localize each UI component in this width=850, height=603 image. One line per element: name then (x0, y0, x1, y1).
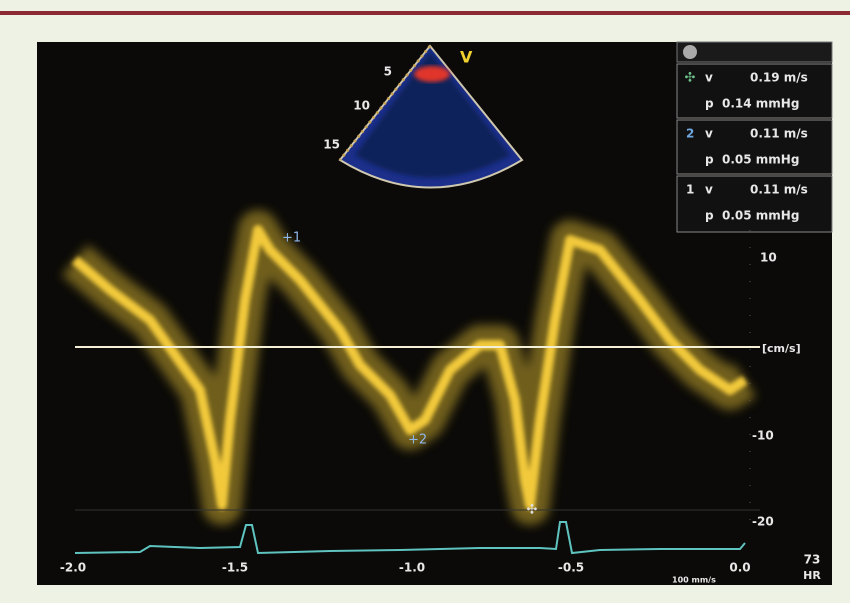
heart-rate-label: HR (803, 569, 821, 582)
velocity-tick-label: 10 (760, 251, 777, 265)
cursor-label: +2 (408, 433, 427, 448)
depth-label: 10 (353, 99, 370, 113)
marker-number: 1 (686, 183, 694, 197)
pressure-value: 0.05 mmHg (722, 209, 799, 223)
p-label: p (705, 209, 714, 223)
pressure-value: 0.05 mmHg (722, 153, 799, 167)
v-label: v (705, 127, 713, 141)
crosshair-cursor: ✣ (527, 503, 538, 518)
marker-number: 2 (686, 127, 694, 141)
cursor-label: +1 (282, 231, 301, 246)
p-label: p (705, 97, 714, 111)
velocity-unit: [cm/s] (762, 342, 801, 355)
p-label: p (705, 153, 714, 167)
time-tick-label: -2.0 (60, 561, 86, 575)
ultrasound-figure: V 5 10 15 ✣ v 0.19 m/s p 0.14 mmHg 2 v 0… (0, 0, 850, 599)
sweep-speed: 100 mm/s (672, 576, 716, 585)
time-tick-label: 0.0 (729, 561, 750, 575)
time-tick-label: -1.0 (399, 561, 425, 575)
top-rule (0, 11, 850, 15)
time-tick-label: -1.5 (222, 561, 248, 575)
time-tick-label: -0.5 (558, 561, 584, 575)
v-label: v (705, 183, 713, 197)
sector-label: V (460, 48, 473, 67)
heart-rate-value: 73 (804, 553, 821, 567)
velocity-value: 0.11 m/s (750, 127, 808, 141)
velocity-value: 0.11 m/s (750, 183, 808, 197)
velocity-tick-label: -20 (752, 515, 774, 529)
measurement-panel: ✣ v 0.19 m/s p 0.14 mmHg 2 v 0.11 m/s p … (677, 42, 832, 232)
velocity-tick-label: -10 (752, 429, 774, 443)
velocity-value: 0.19 m/s (750, 71, 808, 85)
depth-label: 15 (323, 138, 340, 152)
depth-label: 5 (384, 65, 392, 79)
pressure-value: 0.14 mmHg (722, 97, 799, 111)
crosshair-icon: ✣ (685, 71, 696, 86)
v-label: v (705, 71, 713, 85)
